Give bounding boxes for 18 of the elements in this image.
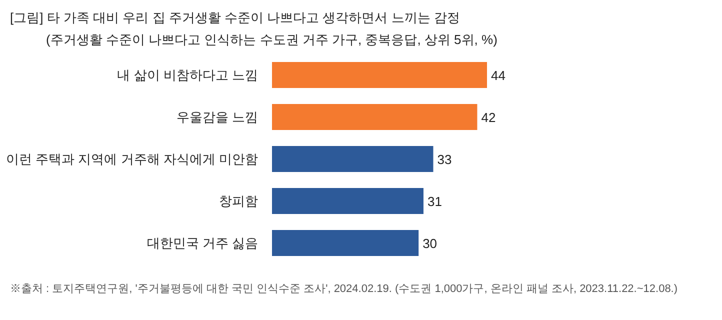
bar <box>272 146 434 172</box>
data-label: 31 <box>427 194 442 209</box>
bar <box>272 62 487 88</box>
data-label: 33 <box>437 152 452 167</box>
y-tick-label: 우울감을 느낌 <box>176 110 258 124</box>
bar <box>272 104 478 130</box>
chart-subtitle: (주거생활 수준이 나쁘다고 인식하는 수도권 거주 가구, 중복응답, 상위 5위, %) <box>46 32 498 47</box>
y-tick-label: 내 삶이 비참하다고 느낌 <box>117 68 258 82</box>
bar <box>272 188 424 214</box>
data-label: 30 <box>422 236 438 251</box>
y-tick-label: 대한민국 거주 싫음 <box>146 236 258 250</box>
data-label: 42 <box>481 110 496 125</box>
chart-title: [그림] 타 가족 대비 우리 집 주거생활 수준이 나쁘다고 생각하면서 느끼는 감정 <box>10 10 460 25</box>
y-tick-label: 이런 주택과 지역에 거주해 자식에게 미안함 <box>6 152 258 166</box>
bar <box>272 230 419 256</box>
y-tick-label: 창피함 <box>219 194 258 208</box>
text: ※출처 : 토지주택연구원, '주거불평등에 대한 국민 인식수준 조사', 2024.02.19. (수도권 1,000가구, 온라인 패널 조사, 2023.11.22.~12.08.) <box>10 283 678 295</box>
data-label: 44 <box>491 68 506 83</box>
